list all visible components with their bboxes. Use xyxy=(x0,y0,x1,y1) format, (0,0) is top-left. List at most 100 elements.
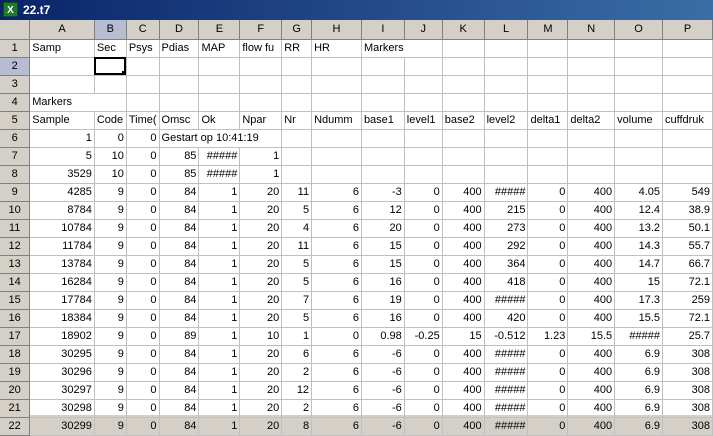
cell-j6[interactable] xyxy=(404,129,443,148)
cell-j17[interactable]: -0.25 xyxy=(404,327,443,346)
cell-p3[interactable] xyxy=(662,75,713,94)
cell-i8[interactable] xyxy=(361,165,405,184)
cell-j19[interactable]: 0 xyxy=(404,363,443,382)
row-header-21[interactable]: 21 xyxy=(0,399,31,418)
select-all-corner[interactable] xyxy=(0,20,31,40)
cell-p9[interactable]: 549 xyxy=(662,183,713,202)
worksheet-grid[interactable]: A B C D E F G H I J K L M N O P 1 Samp Sec Psys Pdias MAP flow… xyxy=(0,20,713,436)
column-header-n[interactable]: N xyxy=(567,20,616,40)
cell-n18[interactable]: 400 xyxy=(567,345,616,364)
cell-k20[interactable]: 400 xyxy=(442,381,485,400)
cell-k3[interactable] xyxy=(442,75,485,94)
cell-l20[interactable]: ##### xyxy=(484,381,529,400)
cell-l18[interactable]: ##### xyxy=(484,345,529,364)
column-header-c[interactable]: C xyxy=(126,20,160,40)
cell-d4[interactable] xyxy=(159,93,200,112)
cell-d1[interactable]: Pdias xyxy=(159,39,200,58)
cell-m2[interactable] xyxy=(527,57,569,76)
cell-e10[interactable]: 1 xyxy=(198,201,241,220)
cell-i19[interactable]: -6 xyxy=(361,363,405,382)
row-header-19[interactable]: 19 xyxy=(0,363,31,382)
cell-j10[interactable]: 0 xyxy=(404,201,443,220)
row-header-1[interactable]: 1 xyxy=(0,39,31,58)
cell-o12[interactable]: 14.3 xyxy=(614,237,663,256)
cell-j2[interactable] xyxy=(404,57,443,76)
cell-m6[interactable] xyxy=(527,129,569,148)
cell-p13[interactable]: 66.7 xyxy=(662,255,713,274)
cell-e9[interactable]: 1 xyxy=(198,183,241,202)
cell-n13[interactable]: 400 xyxy=(567,255,616,274)
cell-n20[interactable]: 400 xyxy=(567,381,616,400)
cell-c7[interactable]: 0 xyxy=(126,147,160,166)
cell-h22[interactable]: 6 xyxy=(311,417,362,436)
cell-l22[interactable]: ##### xyxy=(484,417,529,436)
cell-p14[interactable]: 72.1 xyxy=(662,273,713,292)
cell-g6[interactable] xyxy=(281,129,313,148)
row-header-7[interactable]: 7 xyxy=(0,147,31,166)
cell-h3[interactable] xyxy=(311,75,362,94)
cell-n7[interactable] xyxy=(567,147,616,166)
cell-p5[interactable]: cuffdruk xyxy=(662,111,713,130)
row-header-4[interactable]: 4 xyxy=(0,93,31,112)
cell-h2[interactable] xyxy=(311,57,362,76)
cell-b5[interactable]: Code xyxy=(94,111,127,130)
cell-f1[interactable]: flow fu xyxy=(239,39,283,58)
cell-f4[interactable] xyxy=(239,93,283,112)
row-header-6[interactable]: 6 xyxy=(0,129,31,148)
cell-e19[interactable]: 1 xyxy=(198,363,241,382)
cell-p12[interactable]: 55.7 xyxy=(662,237,713,256)
column-header-a[interactable]: A xyxy=(29,20,95,40)
cell-g18[interactable]: 6 xyxy=(281,345,313,364)
cell-b7[interactable]: 10 xyxy=(94,147,127,166)
cell-h7[interactable] xyxy=(311,147,362,166)
cell-b14[interactable]: 9 xyxy=(94,273,127,292)
cell-p17[interactable]: 25.7 xyxy=(662,327,713,346)
cell-e1[interactable]: MAP xyxy=(198,39,241,58)
cell-m22[interactable]: 0 xyxy=(527,417,569,436)
cell-d9[interactable]: 84 xyxy=(159,183,200,202)
cell-b8[interactable]: 10 xyxy=(94,165,127,184)
cell-g3[interactable] xyxy=(281,75,313,94)
cell-e3[interactable] xyxy=(198,75,241,94)
row-header-11[interactable]: 11 xyxy=(0,219,31,238)
cell-h4[interactable] xyxy=(311,93,362,112)
cell-m5[interactable]: delta1 xyxy=(527,111,569,130)
cell-f9[interactable]: 20 xyxy=(239,183,283,202)
cell-n11[interactable]: 400 xyxy=(567,219,616,238)
cell-m16[interactable]: 0 xyxy=(527,309,569,328)
title-bar[interactable]: X 22.t7 xyxy=(0,0,713,20)
row-header-14[interactable]: 14 xyxy=(0,273,31,292)
cell-o18[interactable]: 6.9 xyxy=(614,345,663,364)
cell-b18[interactable]: 9 xyxy=(94,345,127,364)
cell-d13[interactable]: 84 xyxy=(159,255,200,274)
cell-f21[interactable]: 20 xyxy=(239,399,283,418)
cell-a5[interactable]: Sample xyxy=(29,111,95,130)
cell-d12[interactable]: 84 xyxy=(159,237,200,256)
cell-d17[interactable]: 89 xyxy=(159,327,200,346)
row-header-8[interactable]: 8 xyxy=(0,165,31,184)
cell-g14[interactable]: 5 xyxy=(281,273,313,292)
cell-o13[interactable]: 14.7 xyxy=(614,255,663,274)
cell-g17[interactable]: 1 xyxy=(281,327,313,346)
cell-b6[interactable]: 0 xyxy=(94,129,127,148)
cell-i14[interactable]: 16 xyxy=(361,273,405,292)
cell-a12[interactable]: 11784 xyxy=(29,237,95,256)
row-header-22[interactable]: 22 xyxy=(0,417,31,436)
column-header-j[interactable]: J xyxy=(404,20,443,40)
column-header-l[interactable]: L xyxy=(484,20,529,40)
cell-h12[interactable]: 6 xyxy=(311,237,362,256)
cell-d10[interactable]: 84 xyxy=(159,201,200,220)
cell-o15[interactable]: 17.3 xyxy=(614,291,663,310)
cell-l19[interactable]: ##### xyxy=(484,363,529,382)
cell-g22[interactable]: 8 xyxy=(281,417,313,436)
cell-j18[interactable]: 0 xyxy=(404,345,443,364)
cell-k22[interactable]: 400 xyxy=(442,417,485,436)
cell-j22[interactable]: 0 xyxy=(404,417,443,436)
cell-g8[interactable] xyxy=(281,165,313,184)
cell-f15[interactable]: 20 xyxy=(239,291,283,310)
cell-f20[interactable]: 20 xyxy=(239,381,283,400)
cell-j11[interactable]: 0 xyxy=(404,219,443,238)
cell-g1[interactable]: RR xyxy=(281,39,313,58)
cell-e7[interactable]: ##### xyxy=(198,147,241,166)
cell-c16[interactable]: 0 xyxy=(126,309,160,328)
